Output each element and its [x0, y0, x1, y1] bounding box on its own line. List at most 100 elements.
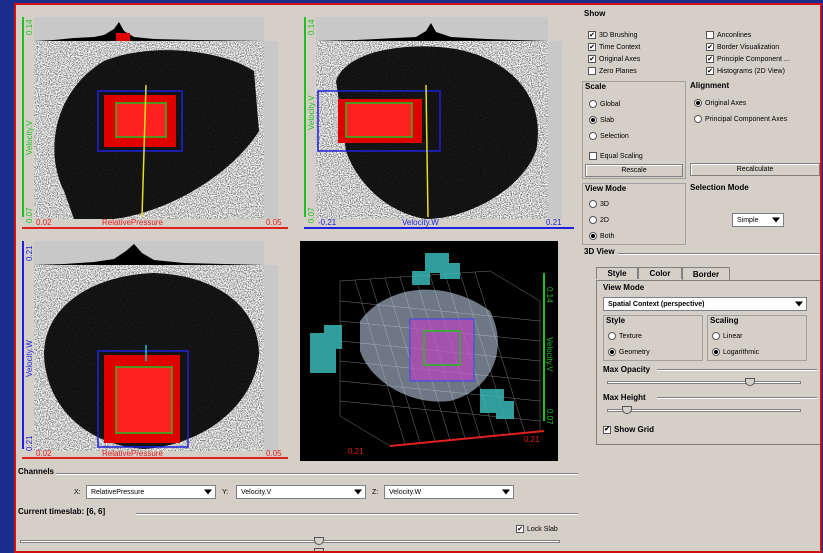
chevron-down-icon [204, 489, 212, 495]
max-height-label: Max Height [603, 393, 646, 402]
show-group: Show ✔ 3D Brushing ✔ Time Context ✔ Origina… [582, 9, 820, 75]
scatter-plot-pressure-vs-velocity-v[interactable]: 0.14 Velocity.V 0.07 0.02 RelativePressu… [16, 5, 296, 233]
3d-view-group: 3D View Style Color Border View Mode Spa… [582, 247, 820, 447]
check-icon: ✔ [588, 55, 596, 63]
x-axis-max: 0.21 [524, 435, 540, 444]
y-axis-line [22, 17, 24, 217]
alignment-title: Alignment [690, 81, 730, 90]
side-histogram [264, 41, 278, 219]
slider-thumb[interactable] [314, 537, 324, 545]
scaling-title: Scaling [710, 316, 739, 325]
selection-mode-select[interactable]: Simple [732, 213, 784, 227]
y-axis-max: 0.14 [307, 19, 316, 35]
slider-thumb[interactable] [314, 548, 324, 551]
y-axis-max: 0.14 [25, 19, 34, 35]
side-histogram [548, 41, 562, 219]
y-axis-max: 0.21 [25, 245, 34, 261]
max-height-slider[interactable] [607, 409, 801, 412]
chevron-down-icon [354, 489, 362, 495]
tab-border[interactable]: Border [682, 267, 730, 280]
texture-radio[interactable]: Texture [608, 332, 642, 340]
plot-area[interactable] [316, 41, 548, 219]
tab-style[interactable]: Style [596, 267, 638, 279]
y-axis-max: 0.14 [545, 287, 554, 303]
original-axes-checkbox[interactable]: ✔ Original Axes [588, 55, 641, 63]
tab-strip: Style Color Border [596, 267, 820, 281]
scatter-plot-velocity-w-vs-velocity-v[interactable]: 0.14 Velocity.V 0.07 -0.21 Velocity.W 0.… [298, 5, 580, 233]
lock-slab-checkbox[interactable]: ✔ Lock Slab [516, 525, 558, 533]
y-axis-min: 0.07 [307, 207, 316, 223]
scale-global-radio[interactable]: Global [589, 100, 620, 108]
scale-slab-radio[interactable]: Slab [589, 116, 614, 124]
view-mode-3d-radio[interactable]: 3D [589, 200, 609, 208]
timeslab-title: Current timeslab: [6, 6] [18, 507, 106, 516]
chevron-down-icon [772, 217, 780, 223]
y-axis-label: Velocity.W [25, 340, 34, 377]
max-opacity-slider[interactable] [607, 381, 801, 384]
check-icon: ✔ [588, 31, 596, 39]
z-channel-label: Z: [372, 489, 379, 496]
side-histogram [264, 265, 278, 451]
geometry-radio[interactable]: Geometry [608, 348, 650, 356]
check-icon: ✔ [603, 425, 611, 434]
show-grid-checkbox[interactable]: ✔ Show Grid [603, 425, 654, 434]
3d-view-canvas[interactable]: 0.14 Velocity.V 0.07 0.21 0.21 [300, 241, 558, 461]
view-mode-both-radio[interactable]: Both [589, 232, 614, 240]
timeslab-group: Current timeslab: [6, 6] ✔ Lock Slab [16, 507, 578, 551]
3d-brushing-checkbox[interactable]: ✔ 3D Brushing [588, 31, 638, 39]
y-axis-min: 0.21 [25, 435, 34, 451]
linear-radio[interactable]: Linear [712, 332, 742, 340]
equal-scaling-checkbox[interactable]: Equal Scaling [589, 152, 643, 160]
scale-title: Scale [585, 82, 606, 91]
style-box: Style Texture Geometry [603, 315, 703, 361]
3d-view-title: 3D View [584, 247, 615, 256]
style-title: Style [606, 316, 626, 325]
chevron-down-icon [502, 489, 510, 495]
plot-area[interactable] [34, 41, 264, 219]
x-axis-min: -0.21 [318, 218, 337, 227]
channels-title: Channels [18, 467, 55, 476]
original-axes-radio[interactable]: Original Axes [694, 99, 746, 107]
y-axis-min: 0.07 [545, 409, 554, 425]
plot-area[interactable] [34, 265, 264, 451]
time-context-checkbox[interactable]: ✔ Time Context [588, 43, 641, 51]
rescale-button[interactable]: Rescale [585, 164, 683, 177]
view-mode-group: View Mode 3D 2D Both [582, 183, 686, 245]
x-axis-line [22, 227, 288, 229]
scale-selection-radio[interactable]: Selection [589, 132, 629, 140]
x-axis-min: 0.02 [36, 218, 52, 227]
view-mode-title: View Mode [585, 184, 627, 193]
control-panel: Show ✔ 3D Brushing ✔ Time Context ✔ Origina… [582, 5, 820, 551]
z-channel-select[interactable]: Velocity.W [384, 485, 514, 499]
y-channel-select[interactable]: Velocity.V [236, 485, 366, 499]
x-axis-min: 0.02 [36, 449, 52, 458]
scale-group: Scale Global Slab Selection Equal Scalin… [582, 81, 686, 179]
top-histogram [34, 17, 264, 41]
border-visualization-checkbox[interactable]: ✔ Border Visualization [706, 43, 780, 51]
timeslab-slider-start[interactable] [20, 540, 560, 543]
x-axis-max: 0.21 [546, 218, 562, 227]
tab-color[interactable]: Color [638, 267, 682, 279]
x-axis-max: 0.05 [266, 449, 282, 458]
top-histogram [34, 241, 264, 265]
slider-thumb[interactable] [621, 406, 632, 414]
x-channel-select[interactable]: RelativePressure [86, 485, 216, 499]
x-axis-label: RelativePressure [102, 449, 163, 458]
logarithmic-radio[interactable]: Logarithmic [712, 348, 759, 356]
view-mode-2d-radio[interactable]: 2D [589, 216, 609, 224]
recalculate-button[interactable]: Recalculate [690, 163, 820, 176]
principle-component-checkbox[interactable]: ✔ Principle Component ... [706, 55, 790, 63]
zero-planes-checkbox[interactable]: Zero Planes [588, 67, 637, 75]
application-window: 0.14 Velocity.V 0.07 0.02 RelativePressu… [14, 3, 822, 553]
slider-thumb[interactable] [745, 378, 755, 386]
check-icon: ✔ [706, 55, 714, 63]
selection-mode-title: Selection Mode [690, 183, 749, 192]
x-axis-line [304, 227, 574, 229]
show-title: Show [584, 9, 606, 18]
histograms-checkbox[interactable]: ✔ Histograms (2D View) [706, 67, 785, 75]
scatter-plot-pressure-vs-velocity-w[interactable]: 0.21 Velocity.W 0.21 0.02 RelativePressu… [16, 237, 296, 463]
y-axis-line [22, 241, 24, 449]
anconlines-checkbox[interactable]: Anconlines [706, 31, 751, 39]
pca-axes-radio[interactable]: Principal Component Axes [694, 115, 787, 123]
spatial-context-select[interactable]: Spatial Context (perspective) [603, 297, 807, 311]
